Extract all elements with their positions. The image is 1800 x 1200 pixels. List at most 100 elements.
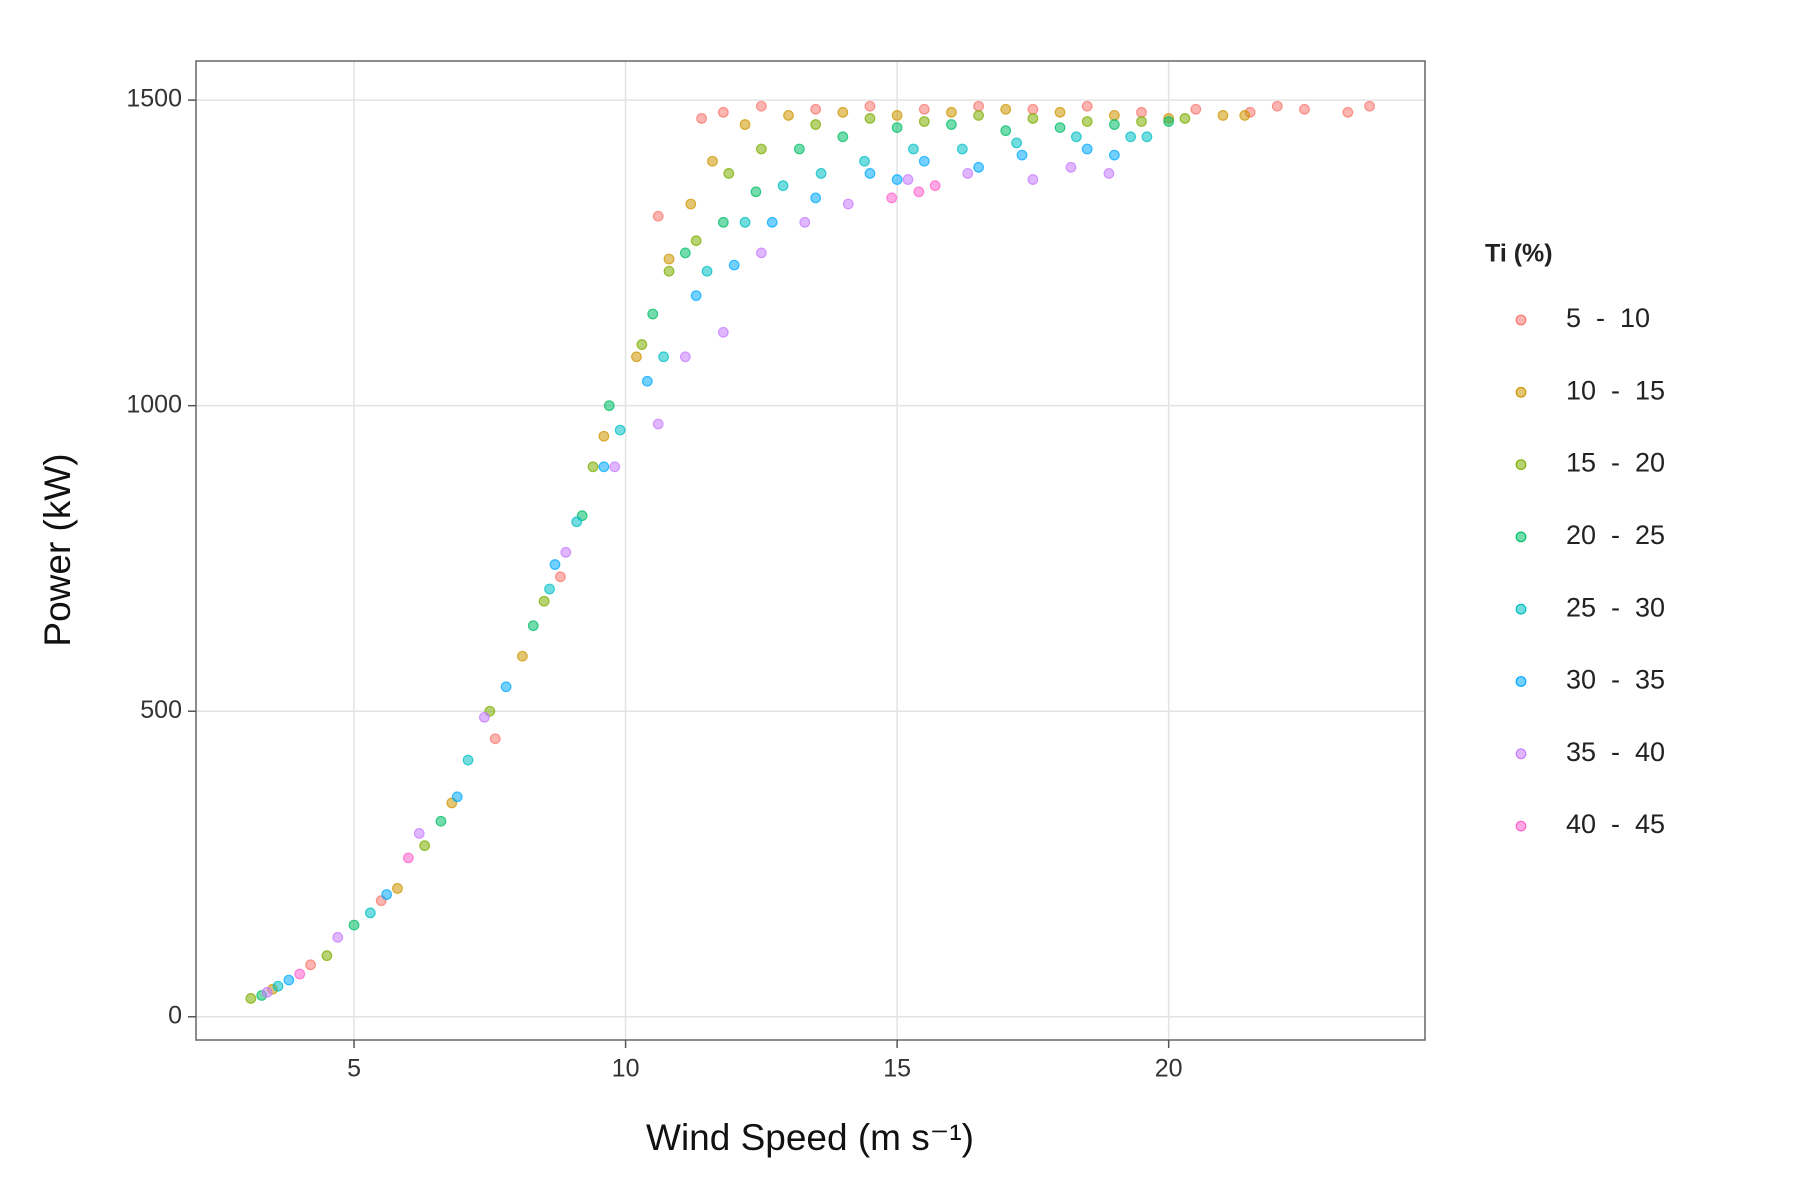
- scatter-point: [631, 351, 642, 363]
- scatter-point: [614, 424, 626, 436]
- x-tick-label: 10: [612, 1055, 640, 1083]
- legend-label: 10 - 15: [1566, 375, 1665, 405]
- legend-marker: [1515, 531, 1527, 543]
- scatter-point: [1070, 131, 1082, 143]
- legend-label: 35 - 40: [1566, 737, 1665, 767]
- scatter-point: [891, 122, 903, 134]
- scatter-point: [636, 339, 648, 350]
- y-tick-label: 500: [140, 696, 182, 724]
- scatter-point: [864, 100, 876, 112]
- scatter-point: [658, 351, 669, 363]
- scatter-point: [1141, 131, 1153, 143]
- scatter-point: [478, 711, 490, 723]
- scatter-point: [1081, 143, 1093, 155]
- scatter-point: [717, 216, 729, 228]
- scatter-point: [1065, 161, 1077, 173]
- grid: [196, 61, 1425, 1040]
- scatter-point: [837, 106, 849, 118]
- legend-title: Ti (%): [1485, 240, 1553, 268]
- scatter-point: [538, 595, 550, 607]
- scatter-point: [555, 571, 566, 583]
- scatter-point: [364, 907, 376, 919]
- scatter-point: [1190, 103, 1202, 115]
- scatter-point: [913, 186, 925, 198]
- scatter-point: [245, 993, 257, 1004]
- scatter-point: [1239, 109, 1251, 121]
- scatter-point: [261, 986, 273, 998]
- points: [245, 100, 1376, 1004]
- scatter-point: [603, 400, 615, 412]
- x-axis-title: Wind Speed (m s⁻¹): [646, 1117, 974, 1158]
- legend-label: 25 - 30: [1566, 592, 1665, 622]
- scatter-point: [1027, 174, 1039, 185]
- scatter-point: [1000, 103, 1012, 115]
- legend-label: 20 - 25: [1566, 520, 1665, 550]
- scatter-point: [946, 119, 957, 130]
- scatter-point: [973, 100, 984, 112]
- scatter-point: [1027, 103, 1039, 115]
- scatter-point: [283, 974, 295, 986]
- scatter-point: [766, 216, 778, 228]
- legend: Ti (%) 5 - 10 10 - 15 15 - 20 20 - 25 25 - 3…: [1485, 240, 1665, 840]
- legend-marker: [1515, 676, 1527, 687]
- scatter-point: [886, 192, 898, 204]
- scatter-point: [435, 815, 447, 827]
- y-tick-label: 0: [168, 1001, 182, 1029]
- scatter-point: [332, 931, 344, 943]
- scatter-point: [750, 186, 762, 198]
- scatter-point: [544, 583, 555, 595]
- legend-marker: [1515, 603, 1527, 615]
- scatter-point: [348, 919, 360, 931]
- y-tick-label: 1000: [126, 390, 182, 418]
- x-tick-label: 15: [883, 1055, 911, 1083]
- scatter-point: [1299, 103, 1310, 115]
- scatter-point: [902, 174, 914, 185]
- legend-marker: [1515, 314, 1527, 326]
- y-axis-title: Power (kW): [37, 453, 78, 646]
- scatter-point: [549, 559, 561, 570]
- scatter-point: [690, 235, 702, 247]
- scatter-point: [598, 430, 610, 442]
- plot-frame: [195, 60, 1426, 1041]
- scatter-point: [1081, 100, 1093, 112]
- scatter-point: [663, 253, 675, 265]
- axes: 5 10 15 20 0 500 1000 1500: [126, 85, 1182, 1083]
- scatter-point: [859, 155, 870, 167]
- scatter-point: [587, 461, 599, 473]
- scatter-point: [1108, 149, 1120, 161]
- scatter-point: [1136, 106, 1147, 118]
- legend-label: 15 - 20: [1566, 448, 1665, 478]
- legend-marker: [1515, 748, 1527, 760]
- scatter-point: [1179, 113, 1191, 124]
- scatter-point: [810, 192, 822, 204]
- scatter-point: [755, 100, 767, 112]
- scatter-point: [962, 168, 974, 179]
- scatter-point: [1054, 106, 1066, 118]
- scatter-point: [641, 375, 653, 387]
- scatter-point: [1108, 119, 1120, 130]
- scatter-point: [891, 109, 903, 121]
- scatter-point: [663, 265, 675, 277]
- scatter-point: [783, 109, 794, 121]
- scatter-point: [739, 216, 751, 228]
- scatter-point: [946, 106, 957, 118]
- scatter-point: [1163, 116, 1175, 127]
- scatter-point: [717, 106, 729, 118]
- legend-marker: [1515, 459, 1527, 471]
- scatter-point: [560, 546, 572, 558]
- scatter-point: [973, 161, 984, 173]
- scatter-point: [1000, 125, 1012, 137]
- scatter-point: [679, 351, 691, 363]
- scatter-point: [413, 828, 425, 839]
- scatter-point: [1016, 149, 1028, 161]
- scatter-point: [956, 143, 968, 155]
- scatter-point: [707, 155, 718, 167]
- x-tick-label: 5: [347, 1055, 361, 1083]
- scatter-point: [810, 119, 822, 130]
- scatter-point: [516, 650, 528, 662]
- scatter-point: [1271, 100, 1283, 112]
- scatter-point: [1364, 100, 1376, 112]
- scatter-point: [864, 113, 876, 124]
- scatter-point: [679, 247, 691, 259]
